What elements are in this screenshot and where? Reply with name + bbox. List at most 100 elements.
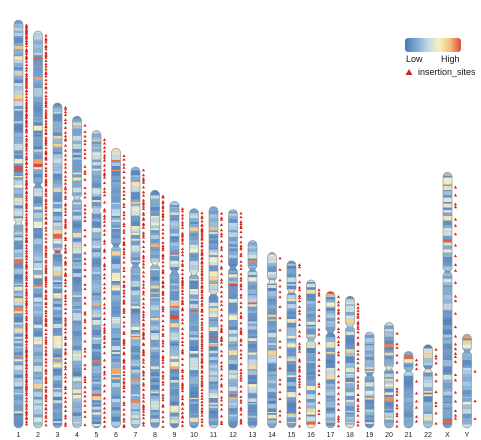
insertion-site-marker [24,102,29,106]
insertion-site-marker [336,374,341,378]
insertion-site-marker [161,199,165,203]
legend: Low High insertion_sites [405,38,476,77]
insertion-site-marker [44,357,48,361]
insertion-site-marker [63,196,68,200]
insertion-site-marker [219,324,224,327]
insertion-site-marker [180,394,185,398]
insertion-site-marker [219,330,224,333]
insertion-site-marker [44,407,48,411]
insertion-site-marker [297,342,302,345]
insertion-site-marker [102,337,107,340]
insertion-site-marker [453,243,458,247]
insertion-site-marker [161,291,165,295]
chromosome-outline [267,252,277,429]
insertion-site-marker [356,327,360,330]
insertion-site-marker [63,367,68,371]
insertion-site-marker [63,283,68,287]
insertion-site-marker [44,180,48,184]
insertion-site-marker [161,374,165,377]
insertion-site-marker [180,216,185,220]
insertion-site-marker [336,419,341,423]
insertion-site-marker [44,33,48,37]
insertion-site-marker [414,391,419,395]
insertion-site-marker [122,162,126,166]
insertion-site-marker [141,388,146,391]
insertion-site-marker [44,345,48,349]
insertion-site-marker [44,110,48,114]
insertion-site-marker [161,324,165,328]
insertion-site-marker [161,244,165,247]
insertion-site-marker [24,316,29,320]
insertion-site-marker [336,312,341,315]
insertion-site-marker [44,269,48,273]
insertion-site-marker [122,364,126,368]
insertion-site-marker [200,353,204,357]
insertion-site-marker [161,327,165,331]
insertion-sites-6 [122,154,126,428]
insertion-site-marker [161,387,165,391]
insertion-site-marker [83,347,87,350]
insertion-site-marker [141,333,146,337]
insertion-site-marker [414,367,419,371]
chromosome-outline [13,19,24,429]
insertion-site-marker [434,390,438,394]
insertion-site-marker [297,323,302,326]
insertion-site-marker [239,339,243,343]
insertion-site-marker [122,301,126,305]
insertion-site-marker [24,305,29,309]
insertion-site-marker [180,385,185,389]
insertion-site-marker [141,409,146,413]
insertion-site-marker [336,397,341,401]
insertion-site-marker [356,379,360,383]
insertion-site-marker [44,90,48,94]
insertion-site-marker [141,245,146,249]
insertion-site-marker [278,366,282,370]
insertion-site-marker [24,92,29,96]
insertion-site-marker [180,299,185,302]
insertion-site-marker [102,163,107,167]
insertion-site-marker [24,260,29,264]
insertion-site-marker [24,276,29,279]
insertion-site-marker [297,294,302,297]
insertion-site-marker [24,83,29,87]
chromosome-label: 15 [288,432,296,439]
insertion-sites-7 [141,168,146,427]
insertion-site-marker [161,246,165,250]
insertion-site-marker [200,250,204,254]
insertion-site-marker [200,323,204,326]
chromosome-label: 3 [56,432,60,439]
insertion-site-marker [24,146,29,150]
insertion-site-marker [83,152,87,155]
insertion-site-marker [141,249,146,253]
insertion-site-marker [161,364,165,368]
insertion-site-marker [24,109,29,113]
insertion-site-marker [317,308,321,311]
insertion-site-marker [239,263,243,267]
insertion-site-marker [219,280,224,284]
insertion-site-marker [141,259,146,263]
insertion-site-marker [239,373,243,377]
insertion-site-marker [317,327,321,331]
chromosome-Y: Y [462,333,477,439]
insertion-site-marker [122,407,126,411]
insertion-site-marker [24,154,29,158]
insertion-site-marker [24,422,29,426]
insertion-site-marker [44,189,48,193]
insertion-site-marker [24,407,29,410]
insertion-site-marker [122,320,126,324]
insertion-site-marker [219,395,224,399]
insertion-site-marker [63,379,68,383]
chromosome-outline [384,322,394,429]
insertion-site-marker [63,256,68,259]
insertion-site-marker [44,146,48,150]
insertion-site-marker [44,290,48,294]
insertion-site-marker [44,380,48,384]
insertion-site-marker [219,232,224,236]
insertion-site-marker [161,254,165,258]
insertion-site-marker [141,254,146,258]
insertion-site-marker [44,228,48,232]
insertion-site-marker [24,399,29,403]
insertion-site-marker [395,353,399,357]
insertion-site-marker [44,258,48,262]
insertion-site-marker [44,319,48,322]
